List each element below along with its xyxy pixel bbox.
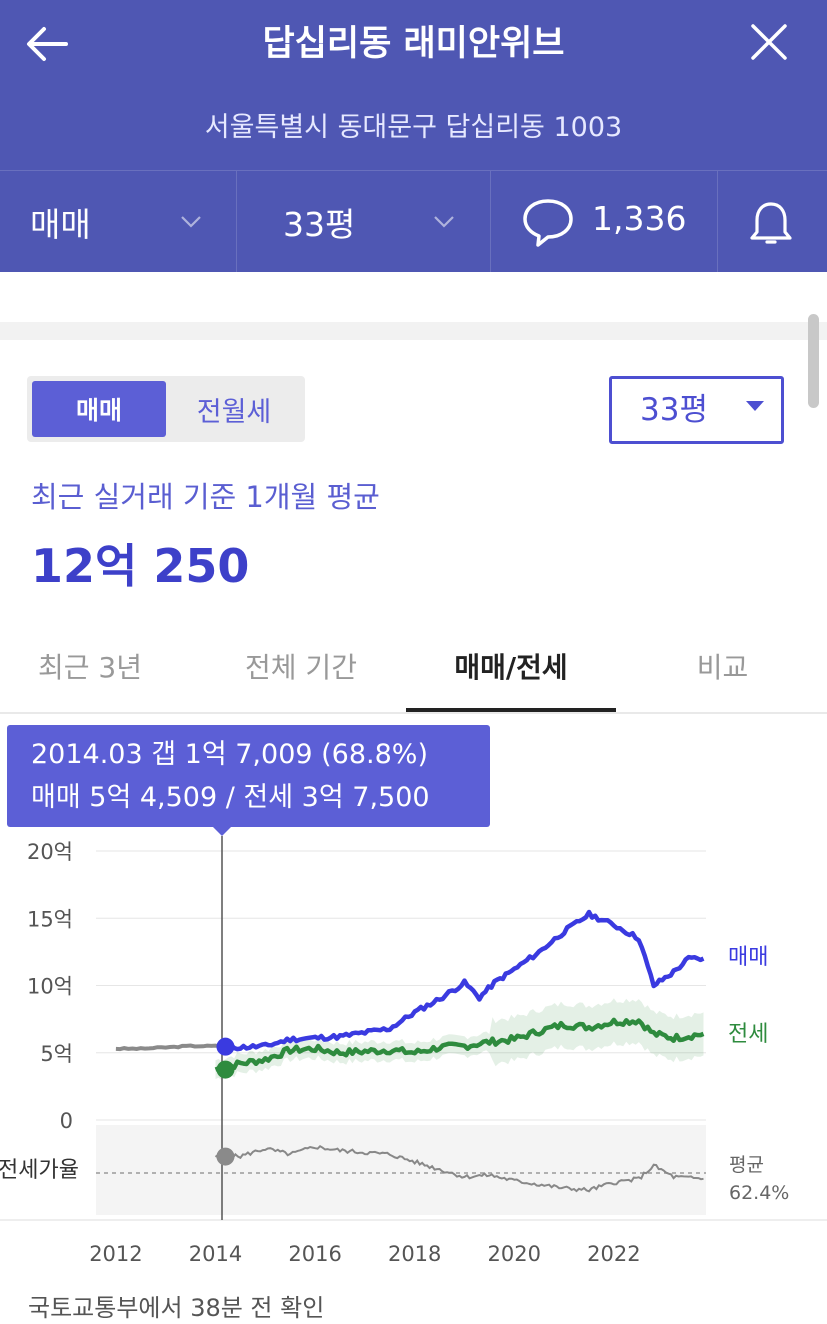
y-axis-ticks: 0 5억 10억 15억 20억 [27, 840, 73, 1133]
recent-average-label: 최근 실거래 기준 1개월 평균 [31, 480, 380, 514]
header-divider [0, 170, 827, 171]
y-tick-label: 0 [60, 1109, 73, 1133]
x-tick-label: 2016 [288, 1242, 341, 1266]
scrollbar[interactable] [808, 314, 819, 408]
x-tick-label: 2020 [488, 1242, 541, 1266]
highlight-jeonse-point [216, 1060, 235, 1079]
filter-bar: 매매 33평 1,336 [0, 171, 827, 272]
sale-series-label: 매매 [728, 945, 768, 970]
jeonse-line [214, 1017, 705, 1073]
sale-line [227, 909, 705, 1052]
ratio-average-value: 62.4% [729, 1182, 789, 1204]
bell-icon [750, 202, 792, 244]
x-tick-label: 2014 [189, 1242, 242, 1266]
chart-grid [96, 850, 706, 1121]
page-title: 답십리동 래미안위브 [262, 24, 565, 64]
tab-all-period[interactable]: 전체 기간 [245, 651, 357, 684]
section-gap [0, 322, 827, 340]
active-tab-underline [406, 708, 616, 712]
filter-divider [236, 171, 237, 272]
average-price: 12억 250 [31, 539, 250, 593]
tab-recent-3y[interactable]: 최근 3년 [38, 651, 142, 684]
y-tick-label: 15억 [27, 907, 73, 931]
jeonse-range-band [215, 998, 704, 1081]
comments-button[interactable]: 1,336 [491, 171, 717, 272]
y-tick-label: 20억 [27, 840, 73, 864]
y-tick-label: 5억 [40, 1042, 73, 1066]
back-arrow-icon[interactable] [22, 20, 74, 68]
filter-divider [490, 171, 491, 272]
ratio-panel-bg [96, 1125, 706, 1215]
data-source-note: 국토교통부에서 38분 전 확인 [28, 1294, 325, 1322]
tab-sale-jeonse[interactable]: 매매/전세 [454, 651, 568, 684]
speech-bubble-icon [523, 199, 573, 247]
close-icon[interactable] [745, 18, 793, 66]
filter-divider [717, 171, 718, 272]
highlight-ratio-point [216, 1147, 235, 1166]
tooltip-price-line: 매매 5억 4,509 / 전세 3억 7,500 [31, 782, 430, 813]
ratio-average-label: 평균 [729, 1154, 764, 1176]
chevron-down-icon [181, 216, 201, 228]
toggle-sale-button[interactable]: 매매 [32, 381, 166, 437]
x-tick-label: 2012 [89, 1242, 142, 1266]
tooltip-gap-line: 2014.03 갭 1억 7,009 (68.8%) [31, 739, 428, 770]
caret-down-icon [746, 401, 764, 411]
tooltip-arrow [212, 826, 232, 836]
chart-tabs: 최근 3년 전체 기간 매매/전세 비교 [0, 620, 827, 714]
toggle-rent-button[interactable]: 전월세 [196, 396, 272, 428]
price-chart[interactable]: 0 5억 10억 15억 20억 2012 2014 2016 2018 2020 2022 매매… [0, 714, 827, 1292]
comment-count: 1,336 [592, 199, 687, 238]
tab-compare[interactable]: 비교 [696, 651, 749, 684]
highlight-sale-point [216, 1037, 235, 1056]
x-axis-ticks: 2012 2014 2016 2018 2020 2022 [89, 1242, 640, 1266]
size-select[interactable]: 33평 [609, 376, 784, 444]
x-tick-label: 2018 [388, 1242, 441, 1266]
sale-past-line [115, 1043, 228, 1052]
series-layer [115, 909, 705, 1193]
ratio-line [214, 1144, 704, 1193]
size-dropdown[interactable]: 33평 [237, 171, 490, 272]
jeonse-series-label: 전세 [728, 1022, 768, 1047]
chart-tooltip: 2014.03 갭 1억 7,009 (68.8%) 매매 5억 4,509 /… [7, 725, 490, 827]
ratio-axis-label: 전세가율 [0, 1158, 79, 1183]
chevron-down-icon [434, 216, 454, 228]
header: 답십리동 래미안위브 서울특별시 동대문구 답십리동 1003 매매 33평 1… [0, 0, 827, 272]
y-tick-label: 10억 [27, 975, 73, 999]
alarm-button[interactable] [718, 171, 827, 272]
trade-type-label: 매매 [30, 204, 91, 244]
size-select-value: 33평 [640, 392, 708, 428]
address: 서울특별시 동대문구 답십리동 1003 [204, 112, 623, 143]
x-tick-label: 2022 [587, 1242, 640, 1266]
trade-type-dropdown[interactable]: 매매 [0, 171, 236, 272]
size-label: 33평 [283, 204, 356, 244]
trade-toggle: 매매 전월세 [27, 376, 305, 442]
